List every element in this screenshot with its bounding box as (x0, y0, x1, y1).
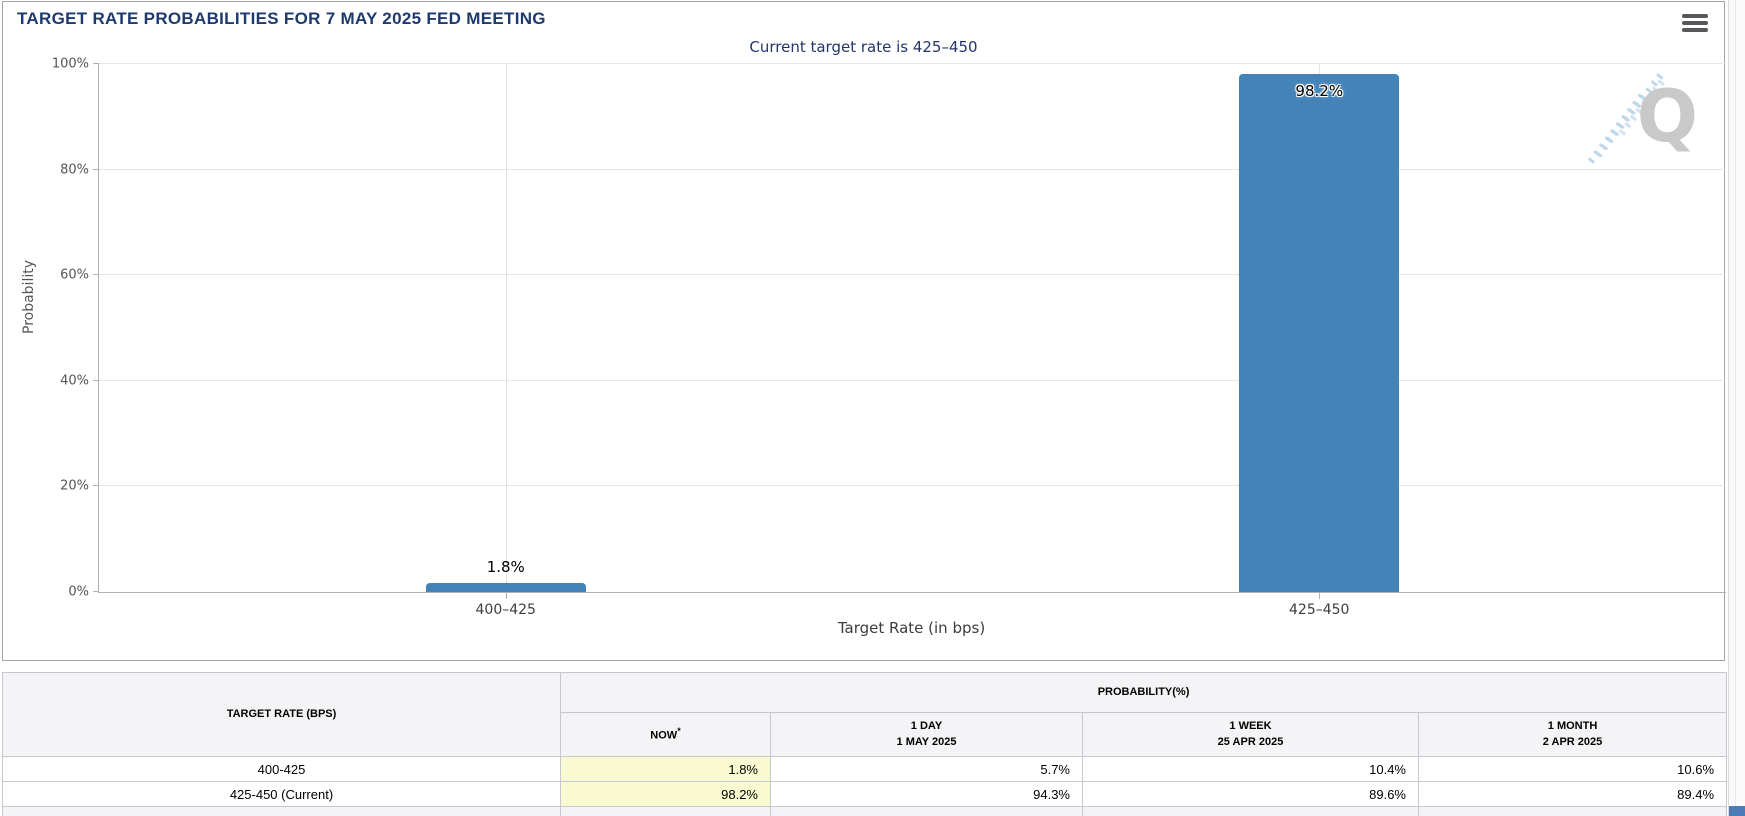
y-tick (93, 274, 99, 276)
y-gridline (99, 274, 1726, 276)
rate-cell: 400-425 (2, 756, 561, 782)
x-tick-label: 400–425 (475, 602, 536, 618)
probability-group-header: PROBABILITY(%) (559, 672, 1728, 713)
x-tick (505, 592, 507, 599)
table-header-columns-row: NOW* 1 DAY 1 MAY 2025 1 WEEK 25 APR 2025 1 MO… (3, 712, 1728, 757)
y-tick-label: 100% (51, 56, 89, 72)
column-header-1-day: 1 DAY 1 MAY 2025 (770, 712, 1083, 757)
vertical-scrollbar[interactable] (1728, 0, 1745, 816)
table-header-group-row: TARGET RATE (BPS) PROBABILITY(%) (2, 672, 1728, 757)
y-tick (93, 379, 99, 381)
y-tick (93, 168, 99, 170)
probability-cell: 89.6% (1082, 781, 1419, 807)
scrollbar-track-line (1735, 0, 1736, 816)
x-gridline (505, 64, 507, 592)
bar-425–450[interactable] (1239, 73, 1400, 592)
bar-400–425[interactable] (425, 582, 586, 592)
probability-cell: 94.3% (770, 781, 1083, 807)
column-header-now: NOW* (560, 712, 771, 757)
x-axis-title: Target Rate (in bps) (837, 619, 986, 637)
probability-cell: 98.2% (560, 781, 771, 807)
chart-panel: TARGET RATE PROBABILITIES FOR 7 MAY 2025… (2, 1, 1726, 661)
x-tick-label: 425–450 (1289, 602, 1350, 618)
y-tick (93, 485, 99, 487)
partial-cell (1417, 806, 1728, 816)
column-header-1-month: 1 MONTH 2 APR 2025 (1417, 712, 1728, 757)
scrollbar-blue-cap (1729, 806, 1745, 816)
table-row: 425-450 (Current) 98.2% 94.3% 89.6% 89.4% (2, 781, 1728, 807)
probability-cell: 10.6% (1417, 756, 1728, 782)
y-gridline (99, 168, 1726, 170)
x-tick (1319, 592, 1321, 599)
probability-cell: 1.8% (560, 756, 771, 782)
rate-cell: 425-450 (Current) (2, 781, 561, 807)
column-header-1-week: 1 WEEK 25 APR 2025 (1082, 712, 1419, 757)
page-title: TARGET RATE PROBABILITIES FOR 7 MAY 2025… (17, 9, 546, 28)
y-tick-label: 80% (60, 162, 89, 178)
y-tick-label: 40% (60, 373, 89, 389)
partial-cell (560, 806, 771, 816)
rate-column-header: TARGET RATE (BPS) (2, 672, 561, 757)
partial-cell (1082, 806, 1419, 816)
y-gridline (99, 485, 1726, 487)
chart-subtitle: Current target rate is 425–450 (749, 38, 978, 56)
y-tick (93, 63, 99, 64)
probability-table: TARGET RATE (BPS) PROBABILITY(%) NOW* 1 D… (2, 672, 1728, 816)
y-tick-label: 0% (68, 584, 89, 600)
plot-area: 0% 20% 40% 60% 80% 100% 1.8% 400–425 98.2% 425–45… (52, 57, 1726, 618)
y-tick-label: 60% (60, 267, 89, 283)
probability-cell: 5.7% (770, 756, 1083, 782)
y-gridline (99, 63, 1726, 64)
y-tick (93, 591, 99, 592)
bar-value-label: 98.2% (1295, 81, 1344, 100)
partial-cell (770, 806, 1083, 816)
table-row: 400-425 1.8% 5.7% 10.4% 10.6% (2, 756, 1728, 782)
probability-cell: 89.4% (1417, 781, 1728, 807)
hamburger-menu-icon[interactable] (1682, 14, 1708, 36)
y-tick-label: 20% (60, 478, 89, 494)
bar-value-label: 1.8% (486, 557, 525, 576)
partial-table-row (2, 806, 1728, 816)
y-gridline (99, 379, 1726, 381)
partial-cell (2, 806, 561, 816)
probability-cell: 10.4% (1082, 756, 1419, 782)
y-axis-title: Probability (21, 259, 37, 335)
